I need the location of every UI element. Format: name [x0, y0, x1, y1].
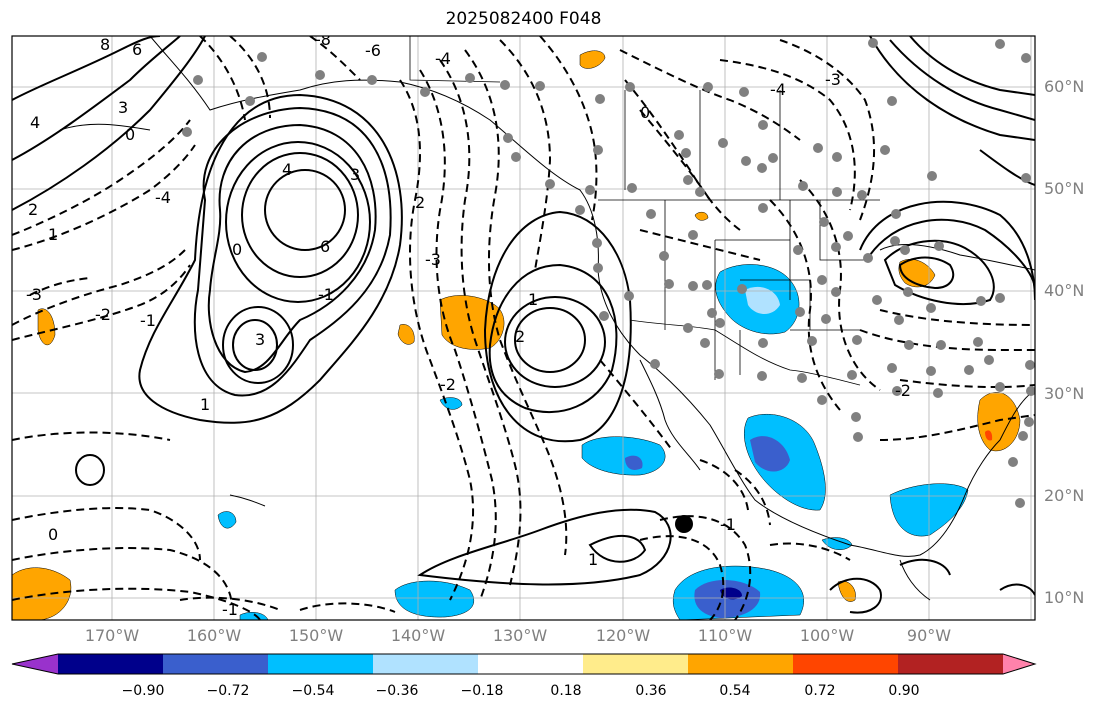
- contour-label: 0: [640, 103, 650, 122]
- lat-label: 30°N: [1044, 384, 1085, 403]
- contour-label: -3: [825, 70, 841, 89]
- contour-label: -2: [895, 381, 911, 400]
- colorbar-tick: −0.18: [460, 683, 504, 699]
- colorbar-tick: −0.54: [291, 683, 335, 699]
- contour-label: -6: [365, 41, 381, 60]
- contour-label: 6: [132, 40, 142, 59]
- contour-label: -1: [222, 600, 238, 619]
- lon-label: 160°W: [186, 626, 242, 645]
- colorbar-tick: 0.90: [888, 683, 920, 699]
- center-marker: [675, 515, 693, 533]
- colorbar-tick: 0.36: [635, 683, 667, 699]
- lon-label: 170°W: [84, 626, 140, 645]
- lon-label: 90°W: [906, 626, 952, 645]
- contour-label: -1: [140, 311, 156, 330]
- colorbar-tick: 0.54: [719, 683, 751, 699]
- contour-label: -1: [720, 515, 736, 534]
- map-title: 2025082400 F048: [445, 9, 602, 29]
- contour-label: 1: [588, 550, 598, 569]
- lon-label: 120°W: [595, 626, 651, 645]
- contour-label: 2: [415, 193, 425, 212]
- positive-contours: [12, 36, 1035, 614]
- lon-label: 130°W: [492, 626, 548, 645]
- contour-label: 1: [48, 225, 58, 244]
- contour-label: 3: [350, 165, 360, 184]
- colorbar-tick: 0.18: [550, 683, 582, 699]
- contour-label: 2: [28, 200, 38, 219]
- contour-labels: 8 6 4 3 2 1 0 -1 -2 -3 -4 -6 -8 6 4 3 3 …: [26, 30, 911, 619]
- contour-label: 8: [100, 35, 110, 54]
- contour-label: -4: [155, 188, 171, 207]
- contour-label: 0: [48, 525, 58, 544]
- contour-label: -4: [435, 49, 451, 68]
- colorbar-tick: −0.72: [206, 683, 250, 699]
- colorbar-tick: −0.90: [121, 683, 165, 699]
- contour-label: 1: [528, 290, 538, 309]
- lat-label: 40°N: [1044, 281, 1085, 300]
- lat-label: 60°N: [1044, 77, 1085, 96]
- lat-label: 50°N: [1044, 179, 1085, 198]
- map-frame: [11, 35, 1036, 621]
- contour-label: 1: [200, 395, 210, 414]
- contour-label: -1: [318, 285, 334, 304]
- lat-label: 10°N: [1044, 588, 1085, 607]
- colorbar-tick: 0.72: [804, 683, 836, 699]
- contour-label: -8: [315, 30, 331, 49]
- lon-label: 150°W: [288, 626, 344, 645]
- lat-label: 20°N: [1044, 486, 1085, 505]
- contour-label: -3: [425, 250, 441, 269]
- contour-label: -3: [26, 285, 42, 304]
- coastlines: [59, 36, 1035, 601]
- lon-label: 100°W: [799, 626, 855, 645]
- lon-label: 110°W: [697, 626, 753, 645]
- colorbar-tick: −0.36: [375, 683, 419, 699]
- contour-label: -2: [440, 375, 456, 394]
- contour-label: 6: [320, 237, 330, 256]
- contour-label: 2: [515, 327, 525, 346]
- contour-label: -4: [770, 80, 786, 99]
- lon-label: 140°W: [390, 626, 446, 645]
- contour-label: 0: [232, 240, 242, 259]
- contour-label: 3: [255, 330, 265, 349]
- contour-label: 0: [125, 125, 135, 144]
- contour-label: 4: [30, 113, 40, 132]
- station-markers: [182, 38, 1035, 508]
- contour-label: -2: [95, 305, 111, 324]
- contour-label: 4: [282, 160, 292, 179]
- contour-label: 3: [118, 98, 128, 117]
